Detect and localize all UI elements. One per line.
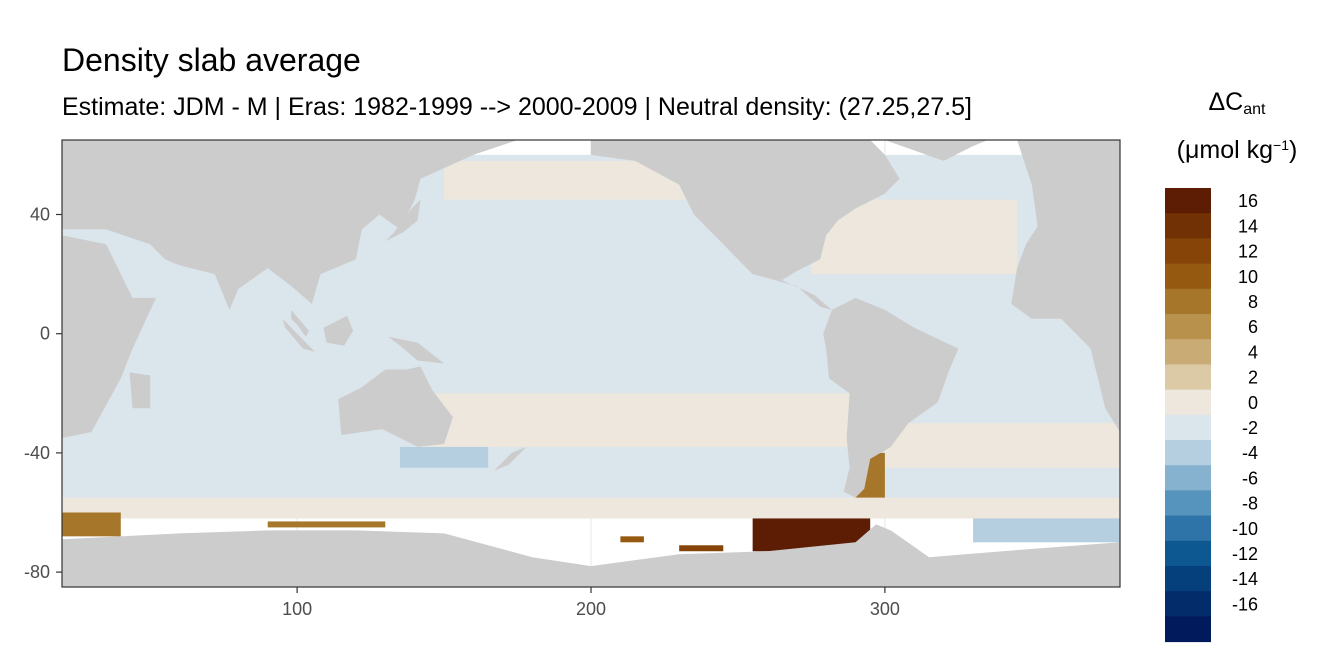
land-europe-africa-east: [1011, 140, 1120, 432]
legend-label: 6: [1248, 317, 1258, 337]
land-eurasia: [62, 140, 518, 310]
field-cell-amundsen-sea-patch: [679, 545, 724, 552]
legend-unit-pre: (μmol kg: [1176, 136, 1274, 164]
legend-label: -6: [1242, 468, 1258, 488]
field-cell-weddell-cool: [973, 518, 1120, 543]
legend: 16 14 12 10 8 6 4 2 0 -2 -4 -6 -8 -10 -12 -14 -16: [1165, 188, 1258, 643]
legend-label: -4: [1242, 443, 1258, 463]
field-cell-ross-sea-patch: [620, 536, 644, 543]
y-tick-label: -80: [24, 562, 50, 582]
land-sumatra: [282, 318, 315, 352]
legend-color-segment: [1165, 238, 1211, 265]
legend-color-segment: [1165, 616, 1211, 643]
legend-color-segment: [1165, 389, 1211, 416]
legend-unit-sup: −1: [1273, 137, 1289, 153]
legend-label: 16: [1238, 191, 1258, 211]
legend-label: -14: [1232, 569, 1258, 589]
legend-color-segment: [1165, 414, 1211, 441]
legend-color-segment: [1165, 465, 1211, 491]
legend-label: 12: [1238, 242, 1258, 262]
legend-label: -10: [1232, 519, 1258, 539]
field-cell-south-pacific-warm-band: [414, 393, 856, 447]
legend-label: 14: [1238, 216, 1258, 236]
land-central-america: [752, 274, 832, 310]
field-cell-indian-sector-antarctic-shelf: [267, 521, 386, 528]
land-south-america: [823, 297, 959, 498]
y-tick-label: 0: [40, 324, 50, 344]
legend-title-unit: (μmol kg−1): [1160, 136, 1314, 165]
land-greenland: [884, 140, 988, 161]
legend-unit-post: ): [1289, 136, 1298, 164]
legend-color-segment: [1165, 540, 1211, 567]
land-japan: [385, 199, 421, 242]
legend-label: -12: [1232, 544, 1258, 564]
land-new-guinea: [388, 336, 445, 364]
land-australia: [338, 366, 453, 447]
map-panel: [62, 140, 1120, 587]
y-tick-label: -40: [24, 443, 50, 463]
legend-color-segment: [1165, 566, 1211, 592]
legend-label: 10: [1238, 267, 1258, 287]
land-madagascar: [129, 372, 151, 409]
land-indochina-malaysia: [291, 309, 309, 337]
legend-label: -16: [1232, 594, 1258, 614]
ocean-field: [62, 154, 1120, 552]
legend-label: -8: [1242, 494, 1258, 514]
land-masses: [62, 140, 1120, 587]
legend-color-segment: [1165, 188, 1211, 214]
legend-title-variable: ΔCant: [1160, 88, 1314, 119]
legend-color-segment: [1165, 314, 1211, 340]
legend-color-segment: [1165, 364, 1211, 391]
land-borneo: [323, 315, 353, 346]
legend-color-segment: [1165, 440, 1211, 466]
legend-label: 2: [1248, 368, 1258, 388]
chart-subtitle: Estimate: JDM - M | Eras: 1982-1999 --> …: [62, 93, 972, 121]
legend-color-segment: [1165, 213, 1211, 239]
legend-title-subscript: ant: [1243, 101, 1266, 118]
x-tick-label: 200: [576, 599, 606, 619]
y-tick-label: 40: [30, 205, 50, 225]
legend-color-segment: [1165, 591, 1211, 617]
legend-color-segment: [1165, 339, 1211, 365]
x-tick-label: 300: [870, 599, 900, 619]
field-cell-south-atlantic-warm-band: [884, 423, 1120, 468]
legend-label: -2: [1242, 418, 1258, 438]
field-cell-southern-ocean-rim-warm: [62, 497, 1120, 519]
legend-label: 0: [1248, 393, 1258, 413]
legend-color-segment: [1165, 490, 1211, 517]
legend-label: 8: [1248, 292, 1258, 312]
legend-color-segment: [1165, 515, 1211, 542]
legend-label: 4: [1248, 342, 1258, 362]
x-tick-label: 100: [282, 599, 312, 619]
chart-title: Density slab average: [62, 42, 361, 78]
land-north-america: [591, 140, 900, 281]
field-cell-indian-ocean-cool-band: [120, 363, 327, 394]
legend-color-segment: [1165, 288, 1211, 315]
land-antarctica: [62, 524, 1120, 587]
land-new-zealand: [494, 446, 527, 471]
legend-color-segment: [1165, 263, 1211, 290]
legend-title-symbol: ΔC: [1208, 88, 1244, 116]
field-cell-tasman-cool: [399, 446, 489, 468]
field-cell-indian-sector-antarctic-strong: [62, 512, 121, 537]
land-africa: [62, 140, 156, 438]
